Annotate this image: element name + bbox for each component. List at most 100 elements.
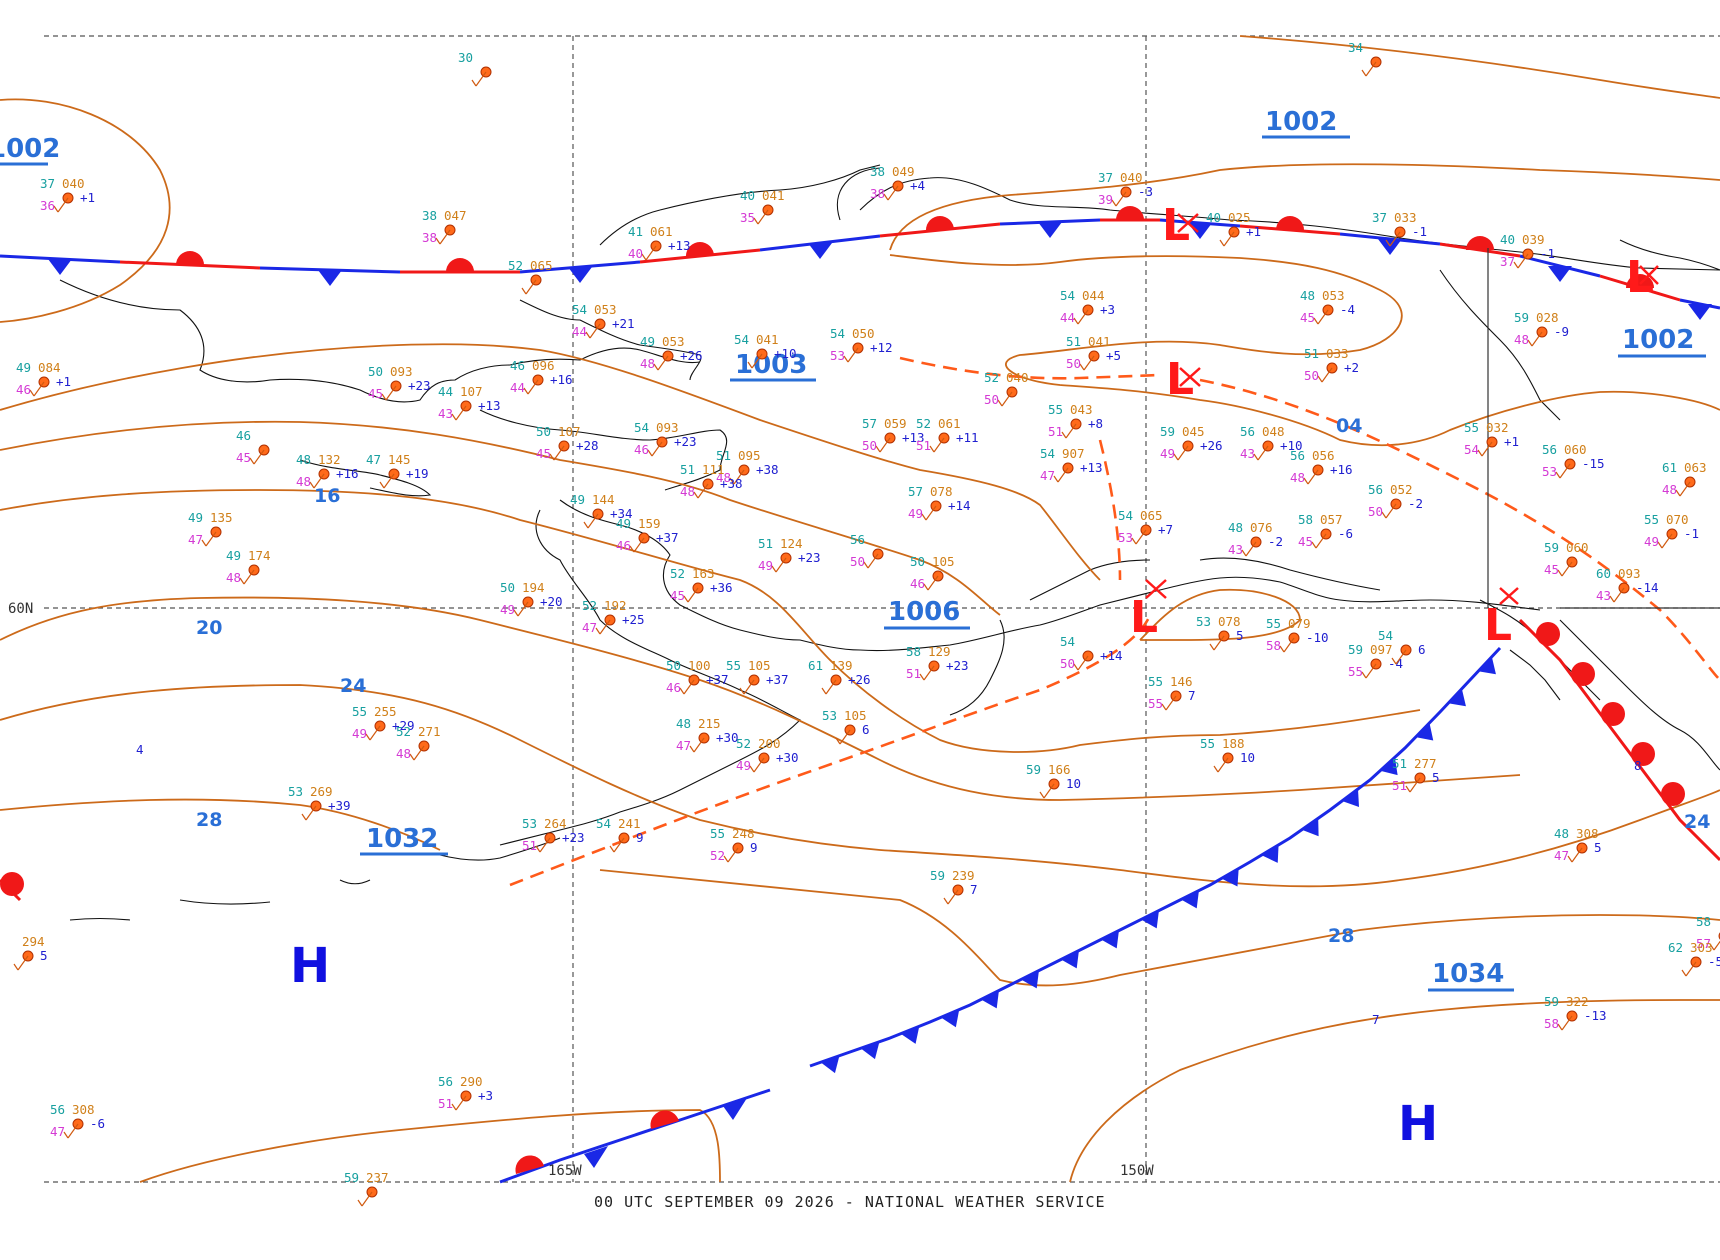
wind-barb-flag: [1567, 855, 1573, 863]
center-1002-east: 1002: [1618, 325, 1706, 358]
station-pressure: 061: [650, 224, 673, 239]
station-temperature: 48: [1300, 288, 1315, 303]
station-pressure: 095: [738, 448, 761, 463]
station-dewpoint: 58: [1266, 638, 1281, 653]
wind-barb-flag: [653, 363, 659, 371]
warm-front-east-line: [1518, 618, 1720, 862]
station-temperature: 59: [1544, 540, 1559, 555]
station-pressure: 057: [1320, 512, 1343, 527]
wind-barb-flag: [693, 491, 699, 499]
wind-barb: [947, 889, 959, 905]
station-temperature: 50: [910, 554, 925, 569]
station-pressure-change: +23: [798, 550, 821, 565]
wind-barb: [1083, 355, 1095, 371]
station-pressure-change: +23: [408, 378, 431, 393]
low-center-east: L: [1484, 587, 1519, 651]
pressure-centers: 1002 1002 1003 1006 1032 1034 1002: [0, 107, 1706, 992]
wind-barb-flag: [1381, 511, 1387, 519]
station-pressure: 139: [830, 658, 853, 673]
wind-barb-flag: [1303, 477, 1309, 485]
station-dewpoint: 49: [758, 558, 773, 573]
station-pressure-change: +23: [946, 658, 969, 673]
center-value: 1006: [888, 597, 960, 627]
wind-barb: [1561, 1015, 1573, 1031]
wind-barb-flag: [1609, 595, 1615, 603]
station-temperature: 54: [1060, 634, 1075, 649]
station-pressure: 145: [388, 452, 411, 467]
cold-front-triangle: [1061, 950, 1079, 969]
center-1006: 1006: [884, 597, 970, 630]
cold-front-south-line: [499, 1088, 771, 1184]
coastline: [59, 164, 1720, 921]
wind-barb-flag: [63, 1131, 69, 1139]
low-letter: L: [1484, 600, 1512, 651]
station-plot: 56 048 43 +10: [1240, 424, 1303, 461]
station-temperature: 48: [676, 716, 691, 731]
isobar-labels: 16 20 24 28 28 24 04: [196, 415, 1710, 947]
station-pressure-change: -14: [1636, 580, 1659, 595]
station-pressure-change: +21: [612, 316, 635, 331]
wind-barb: [1561, 561, 1573, 577]
station-pressure: 076: [1250, 520, 1273, 535]
station-pressure: 078: [1218, 614, 1241, 629]
wind-barb-flag: [521, 287, 527, 295]
station-temperature: 59: [1544, 994, 1559, 1009]
station-plot: 50 194 49 +20: [500, 580, 563, 617]
station-pressure-change: +16: [550, 372, 573, 387]
station-plot: 38 047 38: [422, 208, 467, 245]
station-pressure: 052: [1390, 482, 1413, 497]
wind-barb-flag: [365, 733, 371, 741]
station-pressure: 308: [72, 1102, 95, 1117]
station-dewpoint: 44: [572, 324, 587, 339]
wind-barb-flag: [1313, 317, 1319, 325]
station-pressure: 063: [1684, 460, 1707, 475]
station-plot: 52 065: [508, 258, 553, 295]
station-dewpoint: 53: [1118, 530, 1133, 545]
station-pressure-change: +10: [1280, 438, 1303, 453]
station-temperature: 52: [984, 370, 999, 385]
station-pressure-change: +1: [80, 190, 95, 205]
wind-barb: [757, 209, 769, 225]
station-temperature: 54: [830, 326, 845, 341]
station-pressure: 255: [374, 704, 397, 719]
wind-barb-flag: [585, 331, 591, 339]
station-dewpoint: 49: [1644, 534, 1659, 549]
wind-barb: [539, 837, 551, 853]
wind-barb: [697, 483, 709, 499]
station-temperature: 52: [670, 566, 685, 581]
station-pressure: 135: [210, 510, 233, 525]
wind-barb: [305, 805, 317, 821]
station-pressure: 047: [444, 208, 467, 223]
wind-barb: [1165, 695, 1177, 711]
station-plot: 51 277 51 5: [1392, 756, 1440, 793]
low-center-north: L: [1162, 200, 1199, 251]
center-1002-west: 1002: [0, 134, 60, 166]
wind-barb: [687, 587, 699, 603]
station-plot: 61 063 48: [1662, 460, 1707, 497]
wind-barb-flag: [1709, 943, 1715, 951]
station-plot: 51 095 48 +38: [716, 448, 779, 485]
station-pressure-change: +28: [576, 438, 599, 453]
station-pressure-change: 10: [1066, 776, 1081, 791]
wind-barb: [867, 553, 879, 569]
wind-barb: [517, 601, 529, 617]
station-pressure-change: -1: [1540, 246, 1555, 261]
station-dewpoint: 53: [1542, 464, 1557, 479]
warm-front-semicircle: [1276, 216, 1304, 230]
station-pressure: 132: [318, 452, 341, 467]
station-pressure: 192: [604, 598, 627, 613]
station-pressure: 097: [1370, 642, 1393, 657]
wind-barb-flag: [1209, 643, 1215, 651]
station-pressure-change: -4: [1340, 302, 1355, 317]
station-pressure-change: 9: [750, 840, 758, 855]
station-temperature: 56: [50, 1102, 65, 1117]
station-temperature: 49: [616, 516, 631, 531]
isobar-1028: [0, 798, 441, 851]
wind-barb-flag: [747, 361, 753, 369]
station-pressure: 060: [1564, 442, 1587, 457]
station-plot: 50 105 46: [910, 554, 955, 591]
station-pressure: 040: [62, 176, 85, 191]
